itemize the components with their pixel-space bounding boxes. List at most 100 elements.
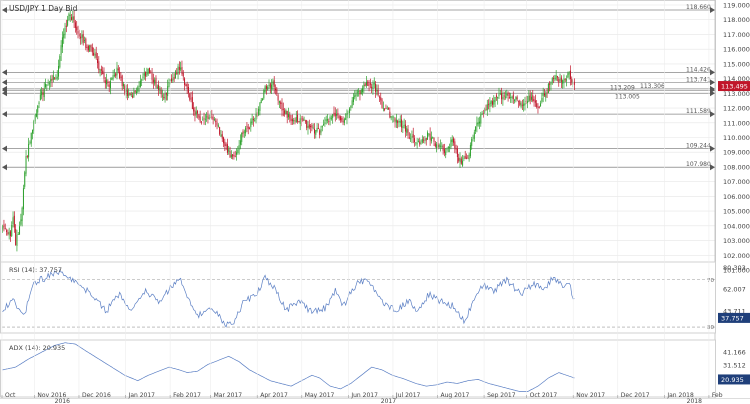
candle-body: [527, 101, 529, 103]
candle-body: [359, 90, 361, 95]
candle-body: [333, 112, 335, 115]
level-label: 113.306: [640, 83, 665, 90]
candle-body: [464, 156, 466, 159]
rsi-value-badge: [718, 312, 750, 323]
chart-title: USD/JPY 1 Day Bid: [9, 4, 78, 13]
candle-body: [117, 68, 119, 71]
candle-body: [398, 121, 400, 122]
candle-body: [111, 78, 113, 81]
candle-body: [455, 148, 457, 150]
candle-body: [21, 207, 23, 222]
rsi-panel: 70 30 80.303 62.007 43.711 RSI (14): 37.757 37…: [0, 261, 750, 334]
candle-body: [429, 133, 431, 141]
candle-body: [250, 121, 252, 128]
rsi-tick-label: 43.711: [723, 307, 746, 315]
candle-body: [32, 129, 34, 134]
price-tick-label: 107.000: [723, 178, 750, 186]
candle-body: [165, 93, 167, 95]
candle-body: [425, 137, 427, 141]
candle-body: [63, 33, 65, 39]
candle-body: [428, 133, 430, 135]
candle-body: [360, 90, 362, 94]
candle-body: [239, 140, 241, 145]
candle-body: [319, 130, 321, 135]
candle-body: [547, 83, 549, 94]
candle-body: [364, 83, 366, 87]
level-left-marker: [2, 7, 7, 14]
candle-body: [445, 151, 447, 155]
candle-body: [115, 73, 117, 77]
level-label: 107.980: [686, 161, 711, 168]
candle-body: [243, 131, 245, 133]
candle-body: [15, 229, 17, 246]
candle-body: [126, 90, 128, 96]
candle-body: [230, 154, 232, 158]
candle-body: [530, 96, 532, 100]
level-label: 113.741: [686, 76, 711, 83]
candle-body: [73, 16, 75, 23]
adx-value-label: 20.935: [721, 376, 744, 384]
candle-body: [12, 217, 14, 225]
candle-body: [368, 84, 370, 86]
candle-body: [22, 188, 24, 210]
candle-body: [245, 127, 247, 134]
candle-body: [223, 137, 225, 144]
candle-body: [275, 88, 277, 91]
candle-body: [122, 83, 124, 87]
level-label: 113.209: [610, 84, 635, 91]
candle-body: [229, 151, 231, 158]
candle-body: [152, 79, 154, 83]
candle-body: [146, 73, 148, 76]
month-label: Jan 2017: [128, 392, 156, 399]
candle-body: [272, 81, 274, 85]
candle-body: [328, 120, 330, 122]
candle-body: [98, 61, 100, 70]
candle-body: [369, 83, 371, 85]
candle-body: [242, 131, 244, 135]
candle-body: [30, 132, 32, 144]
candle-body: [290, 118, 292, 122]
candle-body: [48, 83, 50, 85]
candle-body: [550, 81, 552, 85]
candle-body: [372, 83, 374, 89]
candle-body: [216, 122, 218, 126]
year-label: 2017: [381, 398, 396, 404]
candle-body: [554, 77, 556, 79]
candle-body: [72, 16, 74, 20]
price-tick-label: 110.000: [723, 134, 750, 142]
candle-body: [512, 94, 514, 100]
candle-body: [180, 67, 182, 70]
year-label: 2016: [55, 398, 70, 404]
candle-body: [393, 116, 395, 118]
candle-body: [378, 96, 380, 98]
adx-value-badge: [718, 374, 750, 385]
candle-body: [515, 96, 517, 100]
price-grid: [0, 0, 716, 288]
candle-body: [443, 149, 445, 153]
candle-body: [129, 92, 131, 96]
adx-panel-frame: [0, 339, 716, 398]
candle-body: [337, 112, 339, 116]
candle-body: [156, 86, 158, 89]
candle-body: [495, 95, 497, 98]
candle-body: [432, 137, 434, 139]
candle-body: [268, 85, 270, 86]
candle-body: [486, 104, 488, 111]
level-right-marker: [710, 164, 715, 171]
candle-body: [177, 66, 179, 75]
candle-body: [415, 142, 417, 144]
candle-body: [312, 127, 314, 129]
candle-body: [11, 224, 13, 237]
candle-body: [391, 116, 393, 118]
rsi-panel-frame: [0, 261, 716, 334]
candle-body: [341, 117, 343, 121]
candle-body: [121, 75, 123, 87]
candle-body: [479, 121, 480, 124]
candle-body: [510, 97, 512, 98]
candle-body: [472, 137, 474, 139]
candle-body: [125, 88, 127, 92]
candle-body: [532, 95, 534, 102]
candle-body: [386, 107, 388, 109]
candle-body: [303, 119, 305, 121]
candle-body: [74, 22, 76, 28]
